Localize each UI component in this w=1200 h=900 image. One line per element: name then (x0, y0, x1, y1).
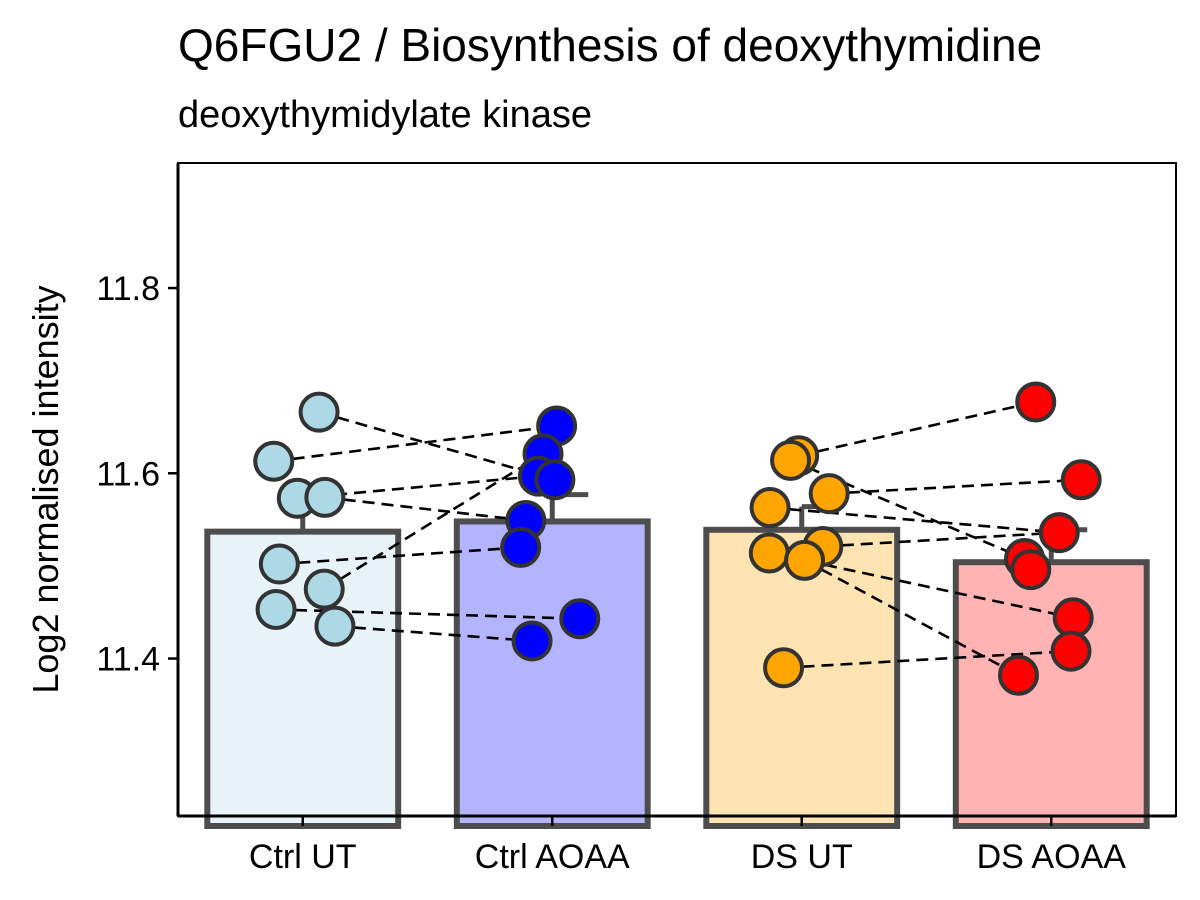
data-point (997, 654, 1039, 696)
data-point (304, 476, 346, 518)
pair-line (822, 531, 1060, 548)
chart-subtitle: deoxythymidylate kinase (178, 94, 592, 136)
data-point (748, 532, 790, 574)
x-tick-label: DS UT (751, 838, 853, 876)
data-point (255, 588, 297, 630)
bar-ds-aoaa (952, 559, 1150, 829)
data-point (253, 440, 295, 482)
x-tick-label: DS AOAA (977, 838, 1127, 876)
pair-line (324, 496, 526, 522)
data-point (500, 526, 542, 568)
data-point (1015, 381, 1057, 423)
data-point (784, 539, 826, 581)
data-point (1050, 630, 1092, 672)
bar-ctrl-aoaa (453, 518, 651, 829)
data-point (770, 439, 812, 481)
x-tick-label: Ctrl UT (249, 838, 357, 876)
data-point (749, 487, 791, 529)
chart-title: Q6FGU2 / Biosynthesis of deoxythymidine (178, 19, 1043, 71)
data-point (1060, 459, 1102, 501)
data-point (534, 459, 576, 501)
y-axis-title: Log2 normalised intensity (25, 285, 66, 693)
pair-line (769, 551, 1074, 620)
pair-line (783, 649, 1072, 670)
pair-line (829, 478, 1082, 495)
pair-line (323, 452, 544, 591)
data-point (559, 598, 601, 640)
data-point (1052, 597, 1094, 639)
pair-lines (273, 400, 1082, 677)
y-tick-label: 11.8 (96, 270, 160, 308)
pair-line (334, 624, 533, 643)
pair-line (769, 506, 1060, 534)
data-point (763, 647, 805, 689)
bars (204, 492, 1150, 829)
y-tick-label: 11.4 (96, 641, 160, 679)
pair-line (276, 608, 580, 621)
x-tick-label: Ctrl AOAA (475, 838, 630, 876)
data-point (298, 391, 340, 433)
data-points (253, 381, 1102, 696)
bar-ctrl-ut (204, 528, 402, 829)
pair-line (279, 546, 521, 566)
data-point (303, 568, 345, 610)
y-tick-label: 11.6 (96, 455, 160, 493)
data-point (258, 543, 300, 585)
data-point (1010, 549, 1052, 591)
axes: 11.4 11.6 11.8 Ctrl UT Ctrl AOAA DS UT DS AOAA… (25, 162, 1177, 876)
pair-line (318, 410, 556, 482)
data-point (1038, 512, 1080, 554)
pair-line (803, 559, 1020, 677)
data-point (808, 473, 850, 515)
pair-line (798, 400, 1037, 457)
data-point (314, 605, 356, 647)
pair-line (273, 424, 557, 463)
data-point (511, 620, 553, 662)
